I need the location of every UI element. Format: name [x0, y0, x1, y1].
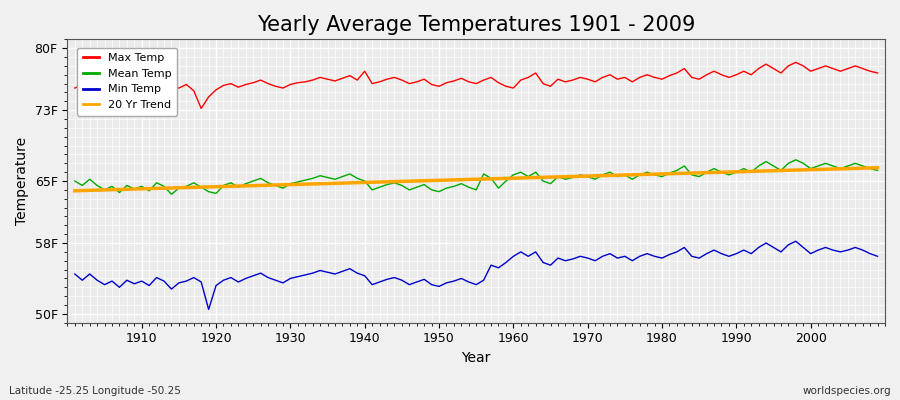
Title: Yearly Average Temperatures 1901 - 2009: Yearly Average Temperatures 1901 - 2009: [257, 15, 696, 35]
Text: Latitude -25.25 Longitude -50.25: Latitude -25.25 Longitude -50.25: [9, 386, 181, 396]
Text: worldspecies.org: worldspecies.org: [803, 386, 891, 396]
X-axis label: Year: Year: [462, 351, 490, 365]
Legend: Max Temp, Mean Temp, Min Temp, 20 Yr Trend: Max Temp, Mean Temp, Min Temp, 20 Yr Tre…: [77, 48, 177, 116]
Y-axis label: Temperature: Temperature: [15, 137, 29, 225]
